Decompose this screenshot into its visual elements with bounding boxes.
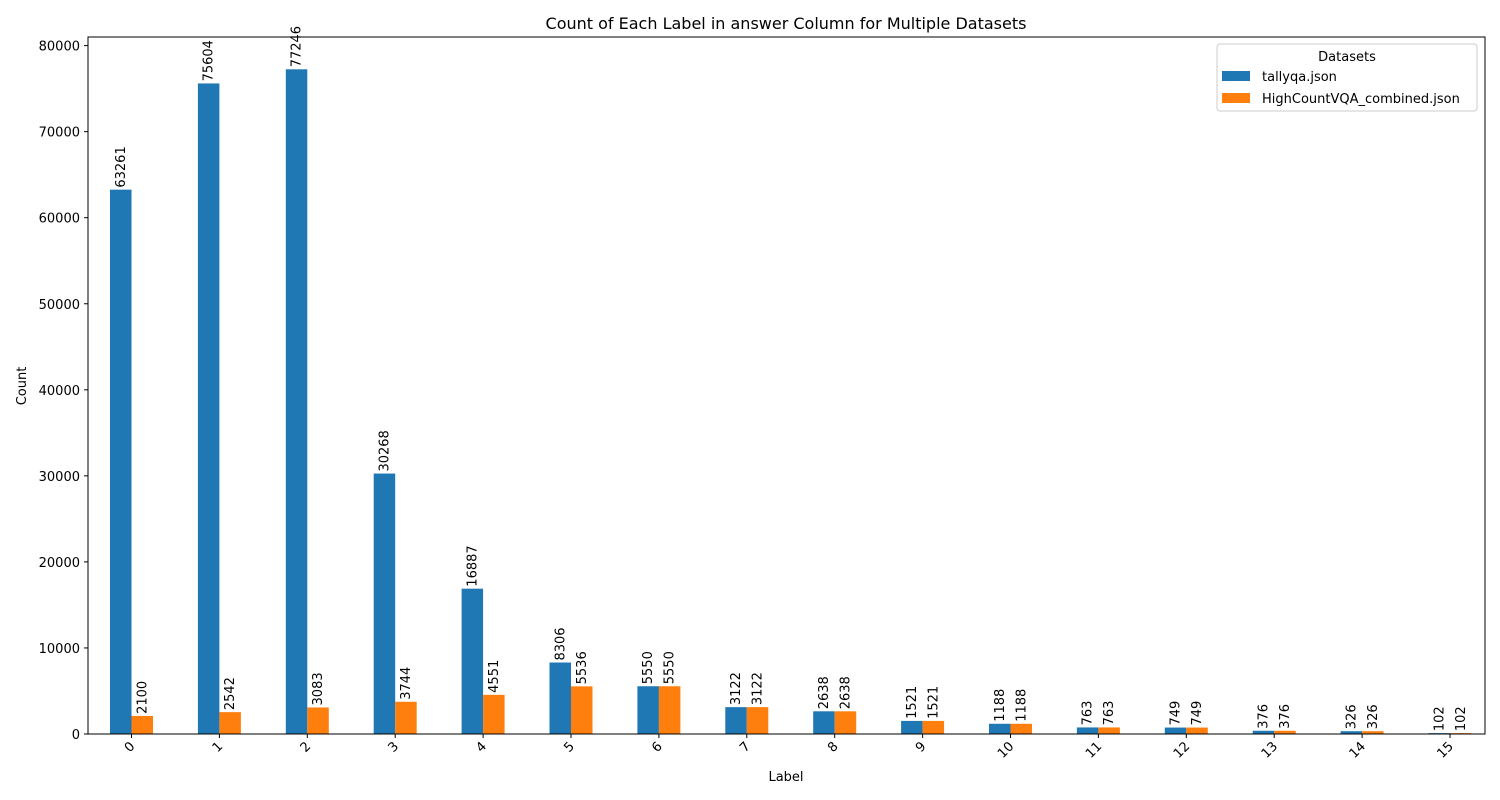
bar-tallyqa-2 xyxy=(285,69,308,735)
bar-highcountvqa-3 xyxy=(395,701,417,734)
y-axis: 0 10000 20000 30000 40000 50000 60000 70000 8000… xyxy=(39,40,88,743)
bar-label-highcountvqa-3: 3744 xyxy=(399,667,414,700)
bar-tallyqa-7 xyxy=(725,707,747,734)
bar-label-tallyqa-14: 326 xyxy=(1344,704,1359,729)
bar-tallyqa-10 xyxy=(989,723,1011,734)
legend-title: Datasets xyxy=(1318,50,1376,65)
bar-highcountvqa-8 xyxy=(834,711,857,734)
legend-swatch-highcountvqa xyxy=(1222,93,1250,103)
bar-label-highcountvqa-2: 3083 xyxy=(311,672,326,705)
bar-highcountvqa-2 xyxy=(307,707,329,734)
bar-label-tallyqa-2: 77246 xyxy=(290,26,305,67)
bars-group xyxy=(110,69,1472,735)
legend: Datasets tallyqa.json HighCountVQA_combi… xyxy=(1216,43,1478,112)
y-tick-label: 20000 xyxy=(39,556,80,571)
bar-label-tallyqa-10: 1188 xyxy=(993,689,1008,722)
bar-tallyqa-0 xyxy=(110,189,132,734)
bar-highcountvqa-9 xyxy=(922,720,945,734)
y-tick-label: 40000 xyxy=(39,384,80,399)
bar-highcountvqa-5 xyxy=(571,686,593,734)
y-axis-title: Count xyxy=(15,367,30,406)
bar-label-highcountvqa-13: 376 xyxy=(1278,704,1293,729)
bar-highcountvqa-12 xyxy=(1186,727,1208,734)
bar-highcountvqa-7 xyxy=(746,707,769,734)
bar-label-tallyqa-12: 749 xyxy=(1169,701,1184,726)
legend-label-highcountvqa: HighCountVQA_combined.json xyxy=(1262,92,1460,107)
bar-highcountvqa-4 xyxy=(483,694,505,734)
bar-tallyqa-6 xyxy=(637,686,659,734)
legend-box xyxy=(1216,43,1478,112)
bar-highcountvqa-1 xyxy=(219,712,241,734)
y-tick-label: 0 xyxy=(72,728,80,743)
bar-tallyqa-12 xyxy=(1164,727,1187,734)
bar-label-tallyqa-9: 1521 xyxy=(905,686,920,719)
bar-tallyqa-14 xyxy=(1340,731,1363,734)
bar-label-highcountvqa-9: 1521 xyxy=(926,686,941,719)
bar-label-highcountvqa-5: 5536 xyxy=(575,651,590,684)
bar-tallyqa-3 xyxy=(373,473,396,734)
bar-label-tallyqa-4: 16887 xyxy=(465,545,480,586)
bar-label-tallyqa-13: 376 xyxy=(1256,704,1271,729)
bar-label-highcountvqa-6: 5550 xyxy=(663,651,678,684)
bar-highcountvqa-13 xyxy=(1274,730,1296,734)
legend-swatch-tallyqa xyxy=(1222,71,1250,81)
y-tick-label: 30000 xyxy=(39,470,80,485)
bar-label-tallyqa-7: 3122 xyxy=(729,672,744,705)
bar-label-tallyqa-8: 2638 xyxy=(817,676,832,709)
y-tick-label: 80000 xyxy=(39,40,80,55)
bar-tallyqa-9 xyxy=(901,720,923,734)
plot-frame xyxy=(87,36,1486,735)
bar-tallyqa-13 xyxy=(1252,730,1275,734)
bar-label-highcountvqa-10: 1188 xyxy=(1014,689,1029,722)
bar-highcountvqa-10 xyxy=(1010,723,1032,734)
bar-label-highcountvqa-15: 102 xyxy=(1454,706,1469,731)
bar-label-tallyqa-6: 5550 xyxy=(641,651,656,684)
bar-label-tallyqa-15: 102 xyxy=(1432,706,1447,731)
bar-label-tallyqa-0: 63261 xyxy=(114,146,129,187)
bar-label-highcountvqa-12: 749 xyxy=(1190,701,1205,726)
bar-label-highcountvqa-14: 326 xyxy=(1366,704,1381,729)
bar-highcountvqa-14 xyxy=(1362,731,1384,734)
bar-label-tallyqa-5: 8306 xyxy=(553,627,568,660)
bar-tallyqa-4 xyxy=(461,588,484,734)
legend-label-tallyqa: tallyqa.json xyxy=(1262,70,1337,85)
bar-label-highcountvqa-8: 2638 xyxy=(838,676,853,709)
bar-label-highcountvqa-1: 2542 xyxy=(223,677,238,710)
bar-label-highcountvqa-7: 3122 xyxy=(751,672,766,705)
bar-tallyqa-5 xyxy=(549,662,571,734)
bar-tallyqa-8 xyxy=(813,711,835,734)
bar-label-highcountvqa-4: 4551 xyxy=(487,660,502,693)
y-tick-label: 10000 xyxy=(39,642,80,657)
bar-highcountvqa-6 xyxy=(658,686,681,734)
x-axis-title: Label xyxy=(768,770,803,785)
bar-label-highcountvqa-0: 2100 xyxy=(135,681,150,714)
bar-highcountvqa-0 xyxy=(131,715,153,734)
y-tick-label: 70000 xyxy=(39,126,80,141)
y-tick-label: 50000 xyxy=(39,298,80,313)
bar-tallyqa-11 xyxy=(1076,727,1099,734)
bar-highcountvqa-11 xyxy=(1098,727,1120,734)
bar-label-tallyqa-3: 30268 xyxy=(377,430,392,471)
bar-labels-group: 63261 75604 77246 30268 16887 8306 5550 3122 263… xyxy=(114,26,1469,731)
bar-label-highcountvqa-11: 763 xyxy=(1102,701,1117,726)
chart-title: Count of Each Label in answer Column for… xyxy=(546,14,1027,33)
bar-tallyqa-1 xyxy=(197,83,220,735)
y-tick-label: 60000 xyxy=(39,212,80,227)
bar-label-tallyqa-11: 763 xyxy=(1081,701,1096,726)
bar-label-tallyqa-1: 75604 xyxy=(202,40,217,81)
